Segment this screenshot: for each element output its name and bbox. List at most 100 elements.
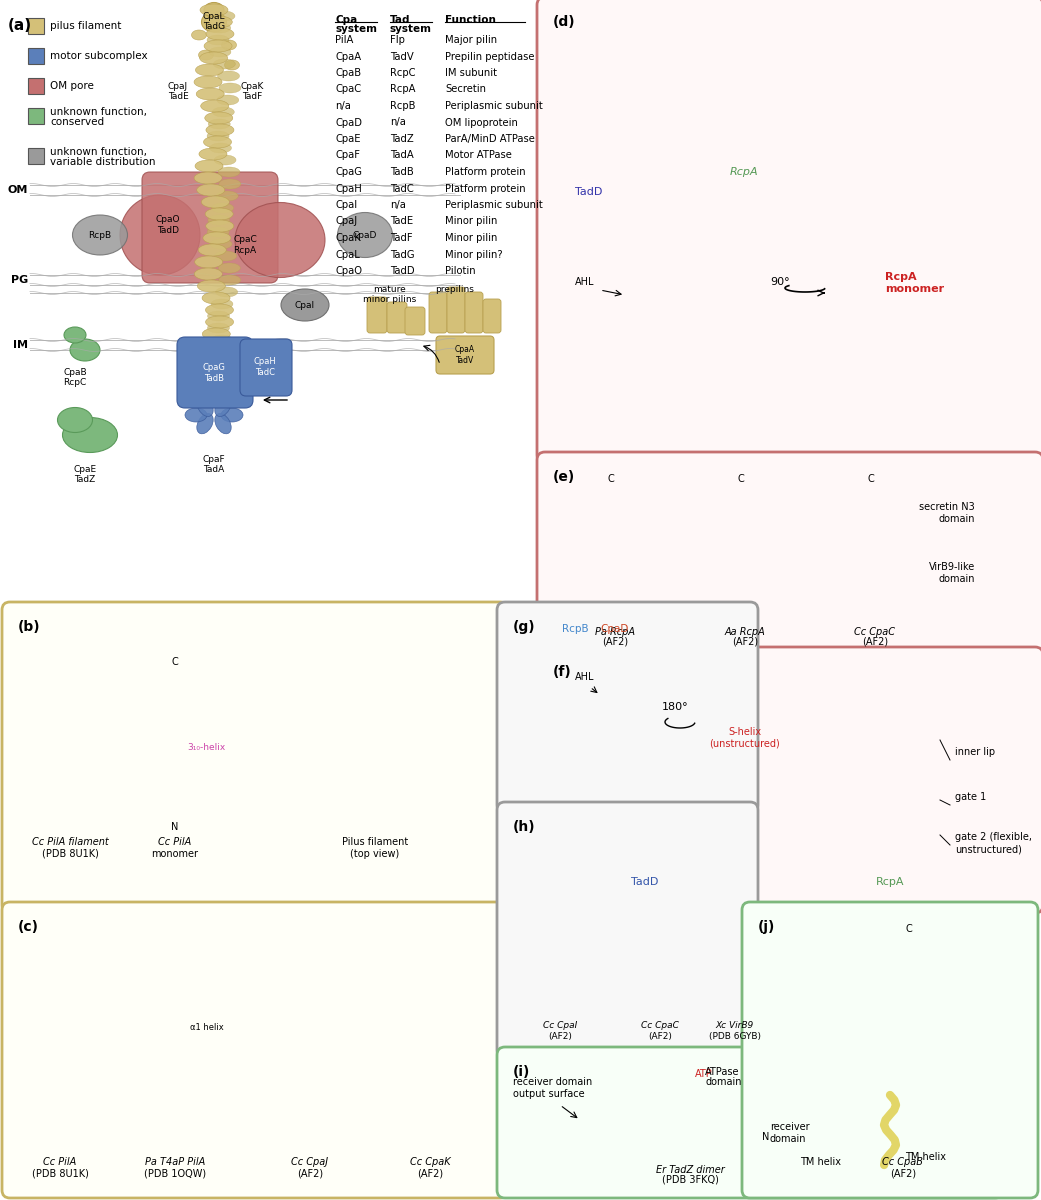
- Ellipse shape: [337, 212, 392, 258]
- Text: (AF2): (AF2): [417, 1169, 443, 1178]
- Text: (AF2): (AF2): [649, 1032, 671, 1040]
- Ellipse shape: [195, 160, 223, 172]
- Ellipse shape: [300, 1037, 320, 1049]
- Bar: [761, 584, 769, 625]
- Text: N: N: [172, 822, 179, 832]
- Ellipse shape: [221, 408, 243, 422]
- Ellipse shape: [420, 1128, 440, 1140]
- Ellipse shape: [206, 28, 234, 40]
- Ellipse shape: [204, 2, 224, 18]
- Text: n/a: n/a: [335, 101, 351, 110]
- Ellipse shape: [161, 1045, 181, 1056]
- Text: Minor pilin: Minor pilin: [445, 216, 498, 227]
- Bar: [855, 570, 900, 580]
- Text: prepilins: prepilins: [435, 284, 475, 294]
- Bar: [855, 500, 863, 560]
- Text: gate 2 (flexible,: gate 2 (flexible,: [955, 832, 1032, 842]
- Text: RcpA: RcpA: [875, 877, 905, 887]
- Text: CpaE
TadZ: CpaE TadZ: [74, 464, 97, 485]
- Text: Cc PilA: Cc PilA: [158, 838, 192, 847]
- Text: inner lip: inner lip: [955, 746, 995, 757]
- Text: receiver domain: receiver domain: [513, 1078, 592, 1087]
- Text: TadD: TadD: [390, 266, 414, 276]
- Ellipse shape: [592, 656, 624, 677]
- Text: (AF2): (AF2): [602, 637, 628, 647]
- Ellipse shape: [56, 696, 76, 732]
- Ellipse shape: [64, 326, 86, 343]
- Bar: [909, 1015, 917, 1060]
- Ellipse shape: [170, 967, 189, 978]
- Text: RcpB: RcpB: [390, 101, 415, 110]
- Text: unstructured): unstructured): [955, 844, 1022, 854]
- Ellipse shape: [376, 762, 388, 780]
- Ellipse shape: [859, 793, 911, 816]
- Ellipse shape: [197, 184, 225, 196]
- FancyArrow shape: [420, 948, 476, 972]
- Text: ATPase: ATPase: [705, 1067, 739, 1078]
- Text: TadF: TadF: [390, 233, 412, 242]
- Bar: [867, 584, 875, 625]
- Ellipse shape: [219, 83, 240, 92]
- Bar: [538, 845, 544, 900]
- Ellipse shape: [833, 108, 860, 143]
- Bar: [735, 845, 741, 905]
- Text: Cc CpaC: Cc CpaC: [641, 1021, 679, 1030]
- Ellipse shape: [680, 367, 900, 392]
- Ellipse shape: [680, 319, 900, 344]
- Ellipse shape: [420, 1063, 440, 1075]
- Text: Cc CpaK: Cc CpaK: [410, 1157, 451, 1166]
- Text: 180°: 180°: [662, 702, 688, 712]
- Text: (c): (c): [18, 920, 39, 934]
- Ellipse shape: [207, 311, 229, 320]
- Bar: [28, 108, 44, 124]
- FancyBboxPatch shape: [742, 902, 1038, 1198]
- Ellipse shape: [202, 292, 230, 304]
- Ellipse shape: [205, 316, 233, 328]
- Ellipse shape: [218, 71, 239, 80]
- Text: RcpB: RcpB: [88, 230, 111, 240]
- FancyArrow shape: [300, 948, 356, 972]
- Text: CpaD: CpaD: [335, 118, 362, 127]
- Ellipse shape: [206, 220, 234, 232]
- Ellipse shape: [725, 347, 855, 365]
- Ellipse shape: [166, 954, 185, 966]
- Ellipse shape: [195, 268, 223, 280]
- Ellipse shape: [725, 323, 855, 341]
- Ellipse shape: [73, 215, 127, 254]
- Bar: [737, 584, 745, 625]
- Ellipse shape: [420, 1037, 440, 1049]
- Bar: [567, 918, 573, 962]
- Text: CpaH: CpaH: [335, 184, 362, 193]
- Text: CpaF: CpaF: [335, 150, 360, 161]
- FancyBboxPatch shape: [2, 902, 508, 1198]
- Ellipse shape: [72, 755, 90, 793]
- Bar: [667, 918, 672, 962]
- Text: OM lipoprotein: OM lipoprotein: [445, 118, 517, 127]
- Text: (PDB 8U1K): (PDB 8U1K): [31, 1169, 88, 1178]
- FancyBboxPatch shape: [177, 337, 253, 408]
- Bar: [540, 918, 545, 962]
- Ellipse shape: [169, 994, 189, 1004]
- Text: RcpA: RcpA: [885, 272, 917, 282]
- Text: Xc VirB9: Xc VirB9: [716, 1021, 754, 1030]
- Ellipse shape: [388, 744, 406, 756]
- Ellipse shape: [683, 1105, 697, 1115]
- Bar: [565, 845, 572, 900]
- Text: Cc PilA: Cc PilA: [44, 1157, 77, 1166]
- Ellipse shape: [420, 1050, 440, 1062]
- Ellipse shape: [844, 136, 866, 174]
- Text: CpaD: CpaD: [353, 230, 377, 240]
- Ellipse shape: [199, 50, 213, 60]
- Bar: [875, 1002, 920, 1010]
- Ellipse shape: [804, 46, 847, 78]
- Text: Cc CpaB: Cc CpaB: [883, 1157, 923, 1166]
- Ellipse shape: [213, 59, 235, 68]
- Text: Cc CpaI: Cc CpaI: [542, 1021, 577, 1030]
- Text: monomer: monomer: [152, 850, 199, 859]
- Ellipse shape: [833, 167, 860, 202]
- FancyBboxPatch shape: [405, 307, 425, 335]
- Ellipse shape: [788, 131, 809, 143]
- Text: (AF2): (AF2): [732, 637, 758, 647]
- Ellipse shape: [349, 756, 365, 770]
- Ellipse shape: [300, 1063, 320, 1075]
